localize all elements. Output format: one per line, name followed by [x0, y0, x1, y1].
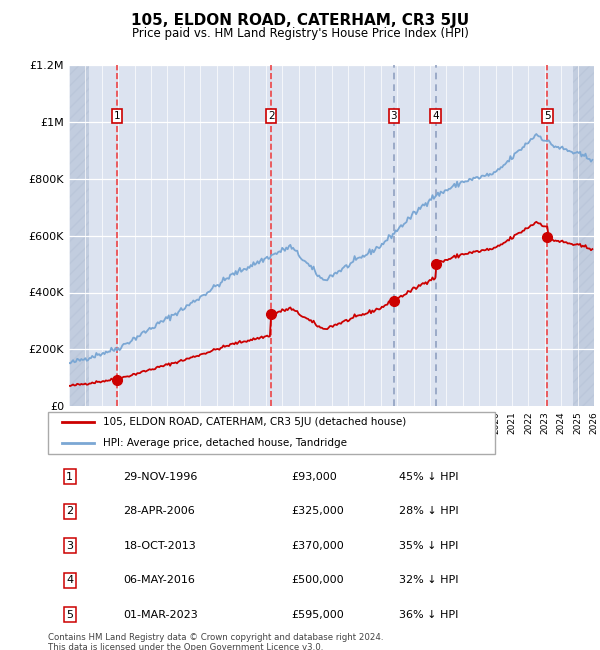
Text: 105, ELDON ROAD, CATERHAM, CR3 5JU (detached house): 105, ELDON ROAD, CATERHAM, CR3 5JU (deta… [103, 417, 406, 427]
Text: 1: 1 [66, 472, 73, 482]
Text: 18-OCT-2013: 18-OCT-2013 [124, 541, 196, 551]
Text: 36% ↓ HPI: 36% ↓ HPI [399, 610, 458, 619]
Text: 01-MAR-2023: 01-MAR-2023 [124, 610, 199, 619]
Text: 2: 2 [66, 506, 73, 516]
Text: 29-NOV-1996: 29-NOV-1996 [124, 472, 198, 482]
Text: 1: 1 [113, 111, 120, 121]
Text: 06-MAY-2016: 06-MAY-2016 [124, 575, 196, 585]
Text: 5: 5 [544, 111, 551, 121]
Text: 35% ↓ HPI: 35% ↓ HPI [399, 541, 458, 551]
Text: £500,000: £500,000 [291, 575, 344, 585]
Text: Contains HM Land Registry data © Crown copyright and database right 2024.: Contains HM Land Registry data © Crown c… [48, 633, 383, 642]
Text: 32% ↓ HPI: 32% ↓ HPI [399, 575, 458, 585]
Text: £93,000: £93,000 [291, 472, 337, 482]
Text: 3: 3 [66, 541, 73, 551]
Text: 28% ↓ HPI: 28% ↓ HPI [399, 506, 458, 516]
Text: £595,000: £595,000 [291, 610, 344, 619]
Text: 4: 4 [432, 111, 439, 121]
Text: This data is licensed under the Open Government Licence v3.0.: This data is licensed under the Open Gov… [48, 644, 323, 650]
Text: 2: 2 [268, 111, 274, 121]
Text: HPI: Average price, detached house, Tandridge: HPI: Average price, detached house, Tand… [103, 437, 347, 448]
Text: 5: 5 [66, 610, 73, 619]
Bar [572, 65, 594, 406]
Text: 4: 4 [66, 575, 73, 585]
Text: 45% ↓ HPI: 45% ↓ HPI [399, 472, 458, 482]
Text: 28-APR-2006: 28-APR-2006 [124, 506, 196, 516]
Text: 3: 3 [391, 111, 397, 121]
Text: £325,000: £325,000 [291, 506, 344, 516]
Text: 105, ELDON ROAD, CATERHAM, CR3 5JU: 105, ELDON ROAD, CATERHAM, CR3 5JU [131, 13, 469, 28]
Text: £370,000: £370,000 [291, 541, 344, 551]
Text: Price paid vs. HM Land Registry's House Price Index (HPI): Price paid vs. HM Land Registry's House … [131, 27, 469, 40]
FancyBboxPatch shape [48, 412, 495, 454]
Bar [69, 65, 89, 406]
